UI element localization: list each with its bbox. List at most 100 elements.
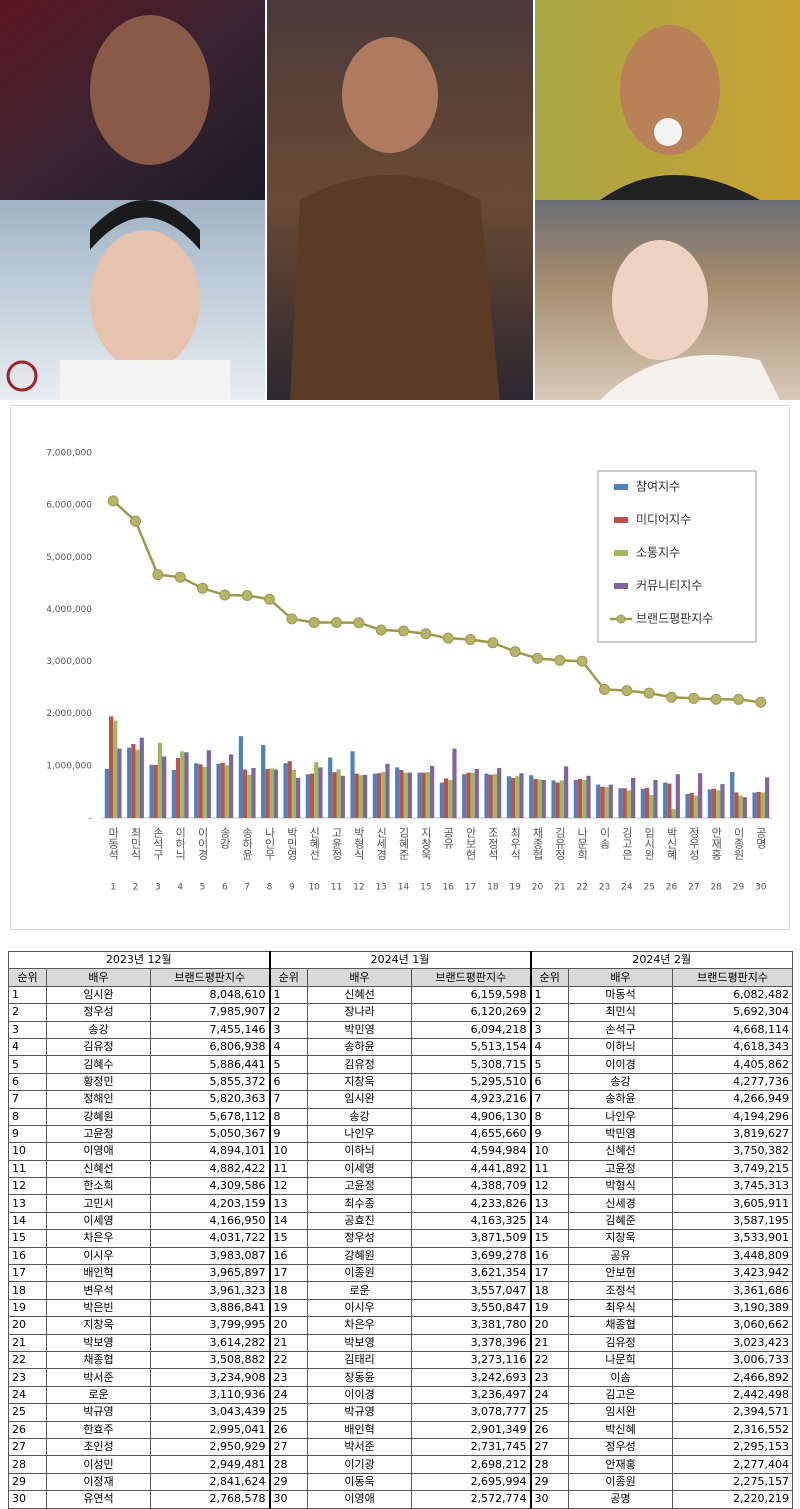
table-row: 10 이영애 4,894,101 10 이하늬 4,594,984 10 신혜선 3,750,3… bbox=[8, 1142, 794, 1161]
table-cell: 3,983,087 bbox=[149, 1246, 271, 1266]
table-cell: 안재홍 bbox=[568, 1455, 674, 1474]
table-cell: 3,605,911 bbox=[672, 1194, 794, 1213]
table-cell: 김유정 bbox=[46, 1037, 151, 1057]
bar bbox=[667, 783, 672, 818]
column-header: 브랜드평판지수 bbox=[149, 968, 271, 987]
table-cell: 3,750,382 bbox=[672, 1142, 794, 1161]
table-cell: 강혜원 bbox=[46, 1107, 151, 1126]
table-cell: 이정재 bbox=[46, 1472, 151, 1492]
table-cell: 박은빈 bbox=[46, 1298, 151, 1318]
bar bbox=[586, 775, 591, 818]
table-cell: 조인성 bbox=[46, 1437, 151, 1457]
table-cell: 마동석 bbox=[568, 985, 674, 1005]
photo-collage bbox=[0, 0, 800, 400]
table-cell: 3,886,841 bbox=[149, 1298, 271, 1318]
table-cell: 3,423,942 bbox=[672, 1264, 794, 1283]
logo bbox=[6, 360, 38, 392]
x-tick-label: 안재홍 bbox=[710, 827, 723, 860]
bar bbox=[564, 766, 569, 818]
table-cell: 12 bbox=[529, 1177, 570, 1196]
x-tick-number: 9 bbox=[289, 883, 295, 893]
table-cell: 24 bbox=[268, 1385, 309, 1405]
bar bbox=[296, 777, 301, 818]
table-cell: 송강 bbox=[568, 1072, 674, 1092]
table-cell: 2,316,552 bbox=[672, 1420, 794, 1439]
bar bbox=[287, 761, 292, 818]
table-cell: 3,023,423 bbox=[672, 1333, 794, 1352]
bar bbox=[730, 772, 735, 818]
line-marker bbox=[375, 624, 387, 636]
table-cell: 8 bbox=[268, 1107, 309, 1126]
table-cell: 15 bbox=[8, 1229, 47, 1248]
table-cell: 5,050,367 bbox=[149, 1124, 271, 1144]
bar bbox=[251, 767, 256, 818]
chart: - 1,000,000 2,000,000 3,000,000 4,000,000 5,0… bbox=[46, 449, 772, 893]
table-cell: 이세영 bbox=[307, 1159, 413, 1179]
x-tick-number: 19 bbox=[509, 883, 521, 893]
line-marker bbox=[554, 654, 566, 666]
table-cell: 13 bbox=[268, 1194, 309, 1213]
table-cell: 배인혁 bbox=[307, 1420, 413, 1439]
column-header: 배우 bbox=[307, 968, 413, 987]
x-tick-number: 13 bbox=[375, 883, 386, 893]
line-marker bbox=[107, 495, 119, 507]
line-marker bbox=[599, 683, 610, 695]
table-cell: 3,242,693 bbox=[411, 1368, 532, 1387]
legend-swatch bbox=[614, 583, 628, 589]
table-cell: 나문희 bbox=[568, 1350, 674, 1370]
table-cell: 4,166,950 bbox=[149, 1211, 271, 1231]
table-cell: 7,455,146 bbox=[149, 1020, 271, 1039]
x-tick-number: 25 bbox=[643, 883, 654, 893]
x-tick-label: 박형식 bbox=[352, 827, 365, 860]
line-marker bbox=[710, 693, 722, 705]
x-tick-number: 8 bbox=[267, 883, 273, 893]
table-cell: 4,031,722 bbox=[149, 1229, 271, 1248]
bar bbox=[675, 774, 680, 818]
line-marker bbox=[621, 685, 633, 697]
table-cell: 박형식 bbox=[568, 1177, 674, 1196]
line-marker bbox=[465, 633, 476, 645]
table-cell: 박보영 bbox=[46, 1333, 151, 1352]
table-cell: 24 bbox=[529, 1385, 570, 1405]
table-cell: 6,082,482 bbox=[672, 985, 794, 1005]
table-cell: 박신혜 bbox=[568, 1420, 674, 1439]
table-cell: 6,806,938 bbox=[149, 1037, 271, 1057]
x-tick-label: 김혜준 bbox=[397, 827, 410, 860]
table-row: 29 이정재 2,841,624 29 이동욱 2,695,994 29 이종원 2,275,1… bbox=[8, 1472, 794, 1492]
table-row: 17 배인혁 3,965,897 17 이종원 3,621,354 17 안보현 3,423,9… bbox=[8, 1264, 794, 1283]
bar bbox=[399, 770, 404, 818]
table-cell: 14 bbox=[268, 1211, 309, 1231]
table-cell: 2,698,212 bbox=[411, 1455, 532, 1474]
bar bbox=[551, 780, 556, 818]
table-cell: 22 bbox=[268, 1350, 309, 1370]
table-cell: 고윤정 bbox=[46, 1124, 151, 1144]
y-tick-label: 4,000,000 bbox=[46, 605, 92, 615]
table-cell: 5,678,112 bbox=[149, 1107, 271, 1126]
line-marker bbox=[152, 569, 164, 581]
table-cell: 4,277,736 bbox=[672, 1072, 794, 1092]
bar bbox=[626, 790, 632, 818]
table-cell: 21 bbox=[268, 1333, 309, 1352]
x-tick-label: 정우성 bbox=[687, 827, 700, 860]
bar bbox=[519, 773, 524, 818]
table-cell: 23 bbox=[8, 1368, 47, 1387]
table-cell: 29 bbox=[268, 1472, 309, 1492]
table-cell: 19 bbox=[268, 1298, 309, 1318]
table-cell: 김태리 bbox=[307, 1350, 413, 1370]
x-tick-number: 28 bbox=[710, 883, 722, 893]
line-marker bbox=[688, 692, 700, 704]
bar bbox=[358, 775, 364, 818]
table-cell: 장동윤 bbox=[307, 1368, 413, 1387]
table-cell: 2,295,153 bbox=[672, 1437, 794, 1457]
table-cell: 21 bbox=[8, 1333, 47, 1352]
table-row: 15 차은우 4,031,722 15 정우성 3,871,509 15 지창욱 3,533,9… bbox=[8, 1229, 794, 1248]
x-tick-number: 6 bbox=[222, 883, 228, 893]
bar bbox=[314, 762, 319, 818]
x-tick-label: 나문희 bbox=[576, 827, 589, 860]
column-header: 브랜드평판지수 bbox=[672, 968, 794, 987]
table-cell: 3,273,116 bbox=[411, 1350, 532, 1370]
table-cell: 9 bbox=[268, 1124, 309, 1144]
x-tick-number: 17 bbox=[465, 883, 476, 893]
table-cell: 이성민 bbox=[46, 1455, 151, 1474]
table-cell: 1 bbox=[268, 985, 309, 1005]
